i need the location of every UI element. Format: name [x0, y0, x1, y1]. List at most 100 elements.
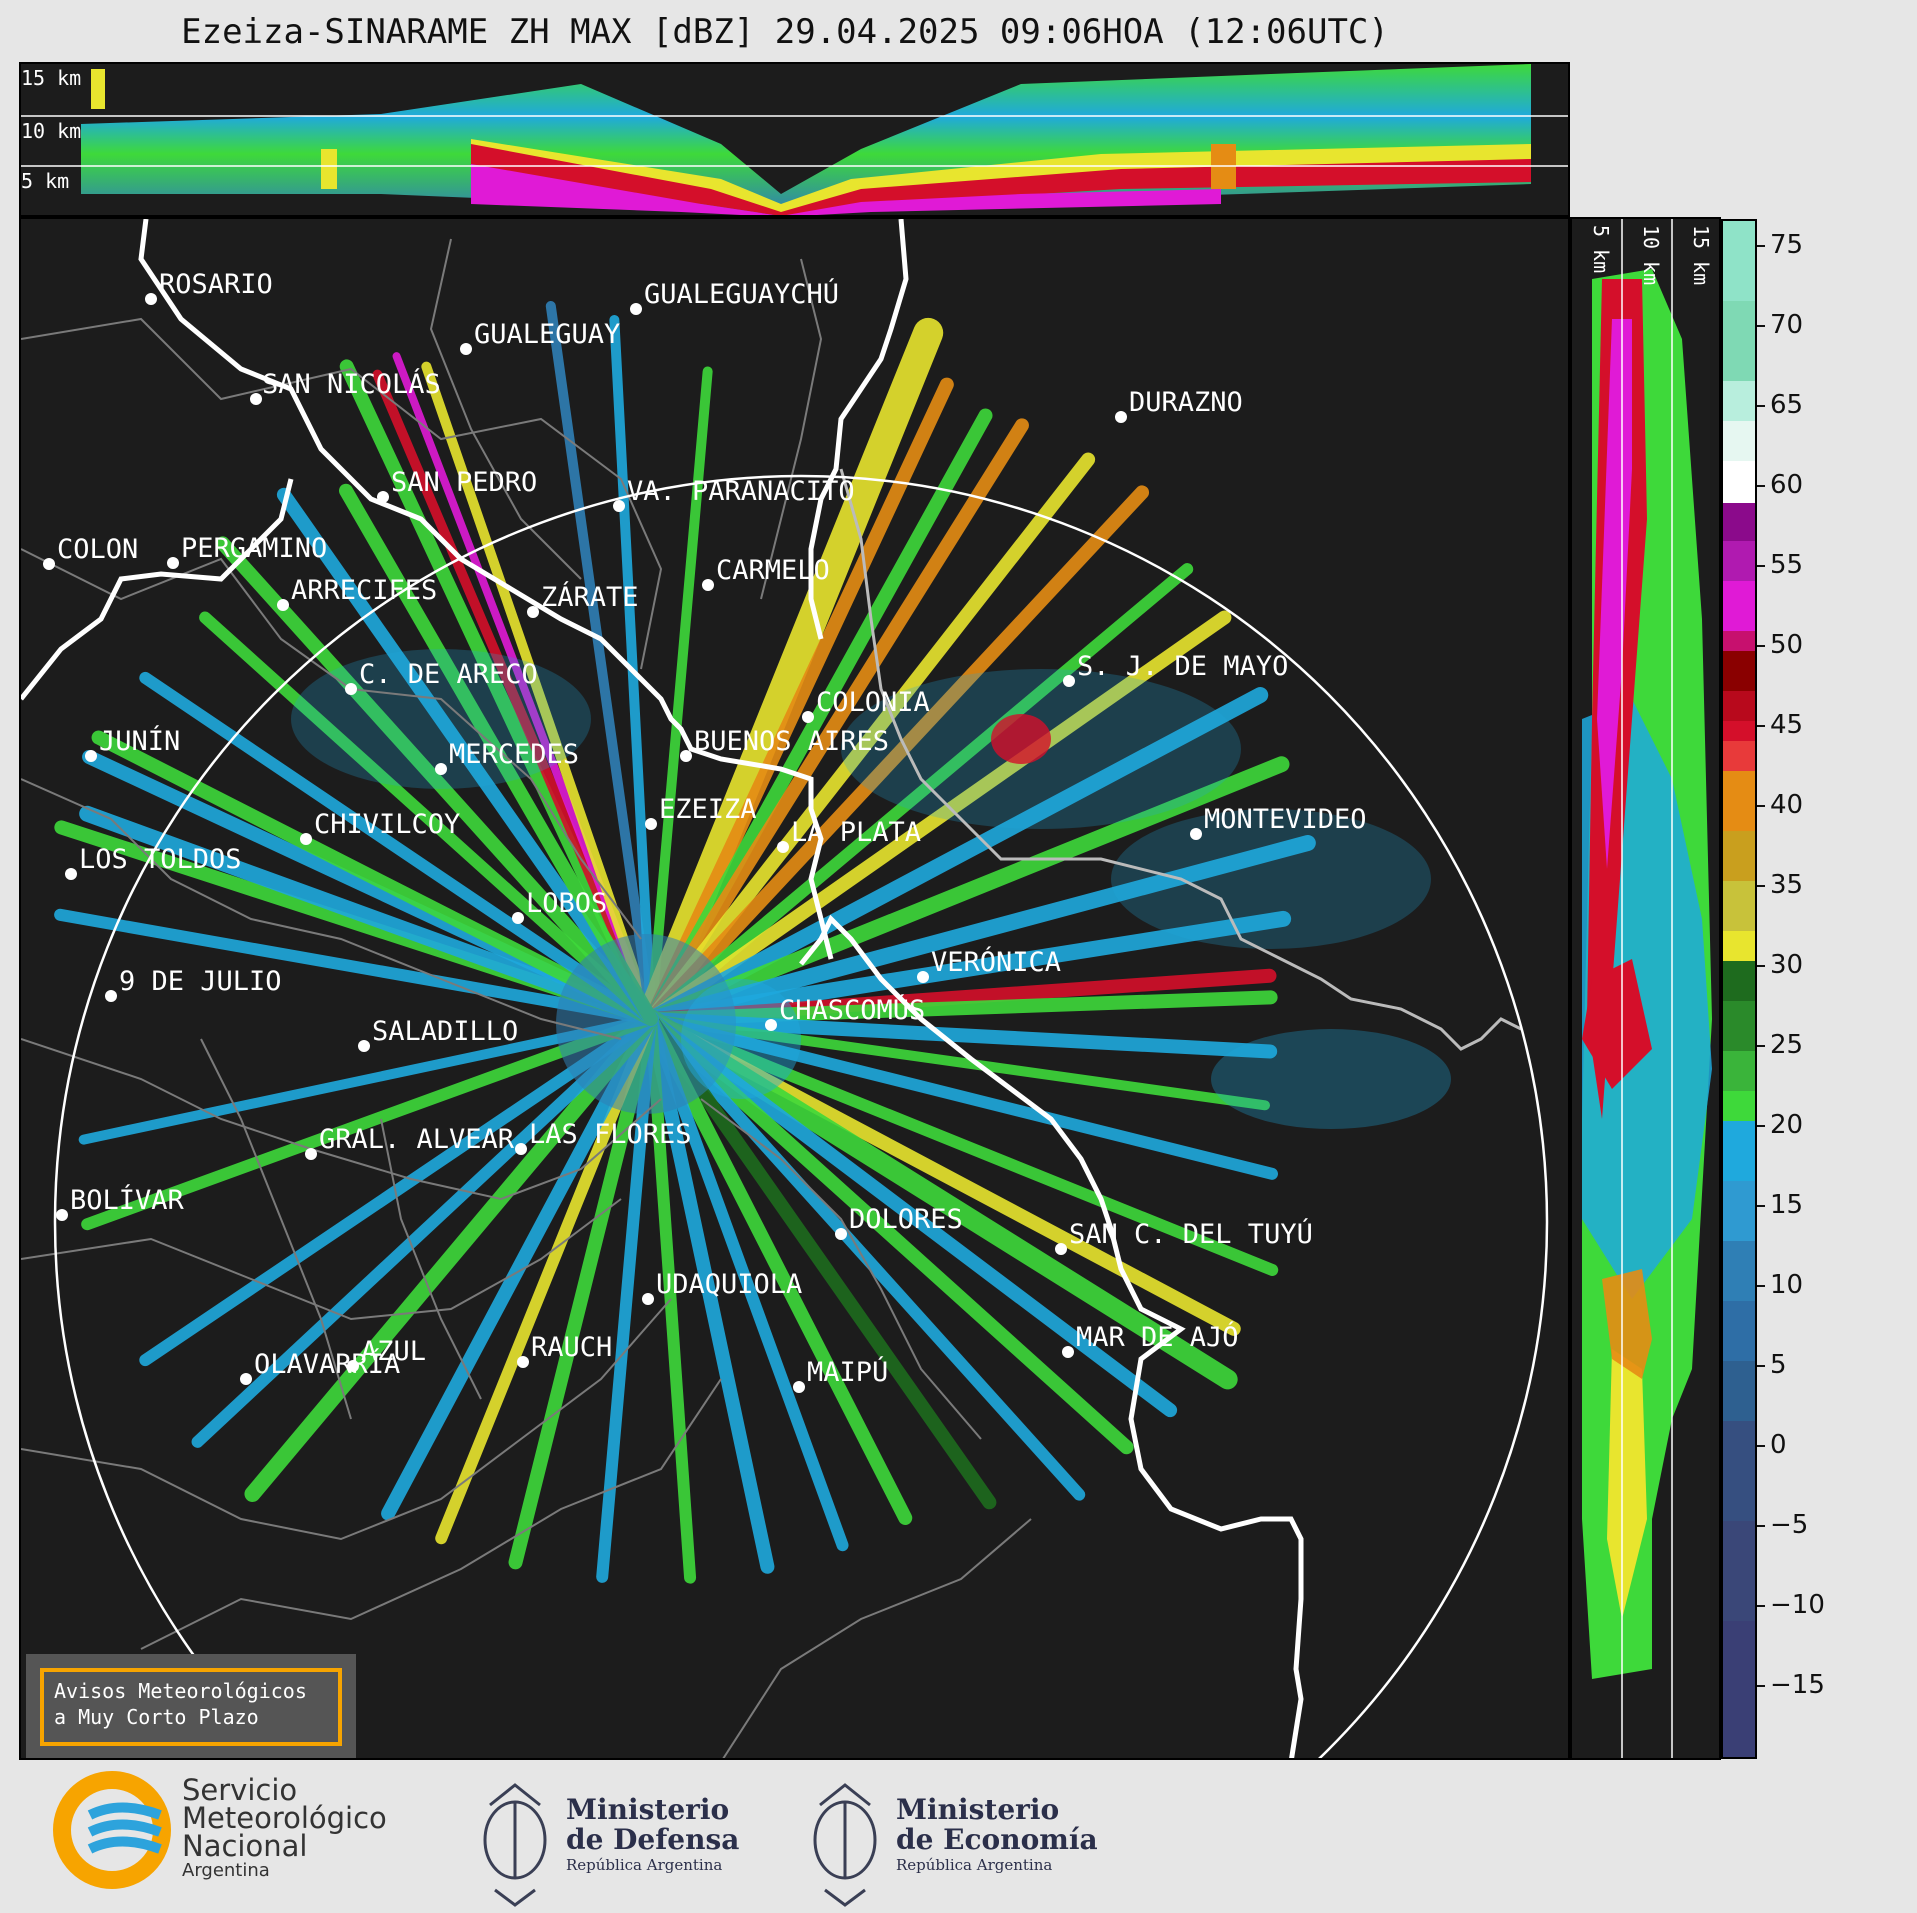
uruguay-coast [839, 468, 1522, 1051]
top-height-label-5km: 5 km [21, 169, 70, 193]
page-title: Ezeiza-SINARAME ZH MAX [dBZ] 29.04.2025 … [181, 12, 1389, 52]
city-marker [347, 1360, 359, 1372]
colorbar-band [1723, 301, 1755, 382]
city-marker [240, 1373, 252, 1385]
colorbar-band [1723, 581, 1755, 632]
echo-ray [644, 1012, 997, 1510]
defensa-logo-text: Ministerio de Defensa República Argentin… [566, 1795, 739, 1875]
side-cross-section-panel: 5 km 10 km 15 km [1570, 217, 1721, 1760]
colorbar-tick-mark [1757, 1685, 1765, 1687]
colorbar-tick-label: 50 [1770, 630, 1804, 660]
city-markers [43, 293, 1202, 1393]
echo-ray [421, 361, 656, 1024]
echo-ray [244, 1011, 659, 1502]
radar-echo-rays [54, 301, 1316, 1584]
colorbar-tick-label: −5 [1770, 1510, 1809, 1540]
colorbar-tick-mark [1757, 1205, 1765, 1207]
echo-ray [644, 485, 1150, 1026]
defensa-line1: Ministerio [566, 1793, 730, 1826]
colorbar-band [1723, 1241, 1755, 1302]
echo-ray [545, 301, 656, 1024]
city-marker [917, 971, 929, 983]
economia-line2: de Economía [896, 1823, 1098, 1856]
city-marker [250, 393, 262, 405]
colorbar-tick-mark [1757, 1125, 1765, 1127]
smn-line4: Argentina [182, 1860, 270, 1881]
city-label: LOBOS [526, 888, 608, 919]
city-marker [793, 1381, 805, 1393]
colorbar-tick-mark [1757, 565, 1765, 567]
city-marker [145, 293, 157, 305]
city-label: MONTEVIDEO [1204, 804, 1367, 835]
echo-ray [643, 910, 1292, 1027]
warning-box[interactable]: Avisos Meteorológicos a Muy Corto Plazo [26, 1654, 356, 1758]
city-marker [345, 683, 357, 695]
city-marker [305, 1148, 317, 1160]
echo-ray [646, 366, 713, 1024]
echo-ray [643, 835, 1316, 1027]
colorbar-band [1723, 721, 1755, 742]
city-marker [277, 599, 289, 611]
echo-ray [54, 908, 657, 1025]
smn-line1: Servicio [182, 1773, 298, 1807]
city-marker [835, 1228, 847, 1240]
city-marker [85, 750, 97, 762]
colorbar-band [1723, 1361, 1755, 1422]
city-label: COLON [57, 534, 139, 565]
top-cross-section-panel: 15 km 10 km 5 km [19, 62, 1570, 217]
colorbar-tick-label: 60 [1770, 470, 1804, 500]
warning-box-inner[interactable]: Avisos Meteorológicos a Muy Corto Plazo [40, 1668, 342, 1746]
colorbar-band [1723, 831, 1755, 882]
city-label: VA. PARANACITO [627, 476, 855, 507]
colorbar-tick-label: 45 [1770, 710, 1804, 740]
colorbar-tick-mark [1757, 1365, 1765, 1367]
colorbar-tick-label: 25 [1770, 1030, 1804, 1060]
city-marker [56, 1209, 68, 1221]
echo-ray [199, 611, 657, 1025]
economia-line3: República Argentina [896, 1856, 1053, 1874]
colorbar-band [1723, 1301, 1755, 1362]
smn-line2: Meteorológico [182, 1801, 387, 1835]
colorbar-tick-mark [1757, 1605, 1765, 1607]
city-label: MAR DE AJÓ [1076, 1322, 1239, 1353]
economia-seal-icon [813, 1783, 877, 1907]
echo-ray [643, 756, 1290, 1027]
colorbar-band [1723, 1091, 1755, 1122]
echo-ray [644, 990, 1278, 1026]
city-marker [65, 868, 77, 880]
top-height-label-15km: 15 km [21, 66, 82, 90]
colorbar-tick-mark [1757, 245, 1765, 247]
colorbar-tick-label: 55 [1770, 550, 1804, 580]
city-label: UDAQUIOLA [656, 1269, 803, 1300]
smn-logo-text: Servicio Meteorológico Nacional Argentin… [182, 1776, 387, 1882]
city-label: CHIVILCOY [314, 809, 461, 840]
city-label: GRAL. ALVEAR [319, 1124, 515, 1155]
city-marker [460, 343, 472, 355]
city-label: C. DE ARECO [359, 659, 538, 690]
colorbar-band [1723, 1051, 1755, 1092]
colorbar-tick-mark [1757, 965, 1765, 967]
city-marker [765, 1019, 777, 1031]
echo-ray [78, 1014, 656, 1145]
defensa-seal-icon [483, 1783, 547, 1907]
city-label: CHASCOMÚS [779, 995, 926, 1026]
city-label: SAN NICOLÁS [262, 369, 441, 400]
colorbar-band [1723, 931, 1755, 962]
colorbar-tick-mark [1757, 485, 1765, 487]
city-marker [613, 500, 625, 512]
echo-ray [79, 805, 659, 1027]
city-label: PERGAMINO [181, 533, 328, 564]
warning-box-line2: a Muy Corto Plazo [54, 1705, 259, 1729]
colorbar-tick-mark [1757, 725, 1765, 727]
echo-ray [644, 1012, 1178, 1418]
colorbar-band [1723, 221, 1755, 302]
colorbar-band [1723, 631, 1755, 652]
colorbar-tick-mark [1757, 645, 1765, 647]
economia-line1: Ministerio [896, 1793, 1060, 1826]
colorbar-tick-mark [1757, 805, 1765, 807]
city-marker [512, 912, 524, 924]
city-label: ARRECIFES [291, 575, 438, 606]
colorbar-band [1723, 691, 1755, 722]
echo-ray [139, 1013, 657, 1367]
city-marker [645, 818, 657, 830]
